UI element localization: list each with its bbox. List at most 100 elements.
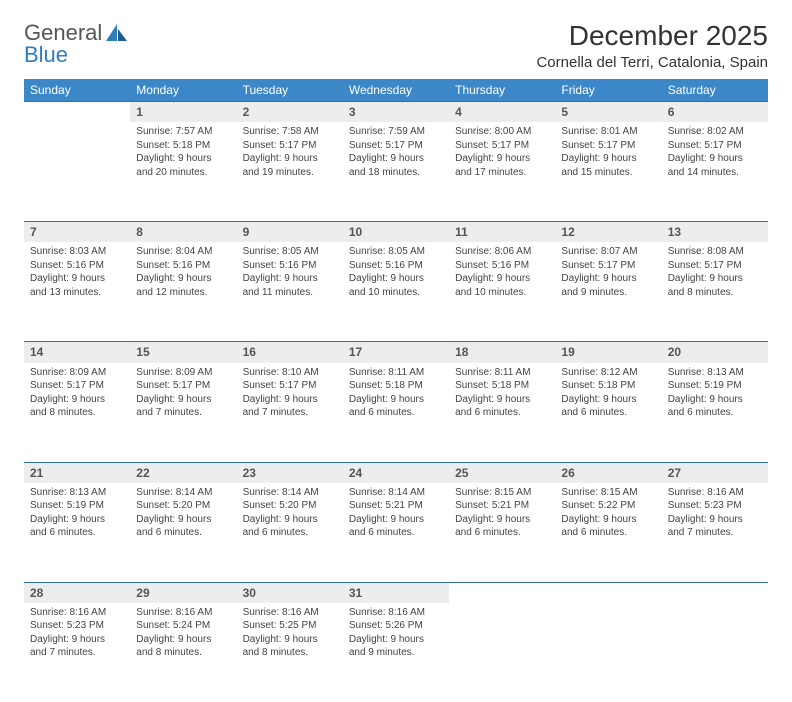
sunrise-text: Sunrise: 8:15 AM bbox=[455, 486, 549, 500]
empty-cell bbox=[662, 603, 768, 702]
calendar-table: SundayMondayTuesdayWednesdayThursdayFrid… bbox=[24, 79, 768, 702]
sunset-text: Sunset: 5:19 PM bbox=[668, 379, 762, 393]
day-number: 15 bbox=[130, 342, 236, 363]
day-number: 11 bbox=[449, 222, 555, 243]
daylight-text: Daylight: 9 hours bbox=[136, 393, 230, 407]
sunset-text: Sunset: 5:17 PM bbox=[668, 259, 762, 273]
daylight-text: and 8 minutes. bbox=[668, 286, 762, 300]
sunrise-text: Sunrise: 8:16 AM bbox=[243, 606, 337, 620]
day-cell: Sunrise: 8:14 AMSunset: 5:20 PMDaylight:… bbox=[130, 483, 236, 583]
day-cell: Sunrise: 8:16 AMSunset: 5:23 PMDaylight:… bbox=[24, 603, 130, 702]
daylight-text: and 9 minutes. bbox=[349, 646, 443, 660]
daylight-text: and 10 minutes. bbox=[349, 286, 443, 300]
sunset-text: Sunset: 5:22 PM bbox=[561, 499, 655, 513]
brand-part2: Blue bbox=[24, 42, 68, 68]
day-cell: Sunrise: 8:09 AMSunset: 5:17 PMDaylight:… bbox=[24, 363, 130, 463]
weekday-header: Sunday bbox=[24, 79, 130, 102]
sunrise-text: Sunrise: 8:11 AM bbox=[349, 366, 443, 380]
day-cell: Sunrise: 8:10 AMSunset: 5:17 PMDaylight:… bbox=[237, 363, 343, 463]
day-cell: Sunrise: 8:08 AMSunset: 5:17 PMDaylight:… bbox=[662, 242, 768, 342]
day-cell: Sunrise: 8:00 AMSunset: 5:17 PMDaylight:… bbox=[449, 122, 555, 222]
daylight-text: Daylight: 9 hours bbox=[455, 152, 549, 166]
day-number: 31 bbox=[343, 582, 449, 603]
daylight-text: and 6 minutes. bbox=[455, 406, 549, 420]
sunset-text: Sunset: 5:23 PM bbox=[668, 499, 762, 513]
sunrise-text: Sunrise: 8:05 AM bbox=[243, 245, 337, 259]
sunrise-text: Sunrise: 8:09 AM bbox=[30, 366, 124, 380]
day-cell: Sunrise: 8:09 AMSunset: 5:17 PMDaylight:… bbox=[130, 363, 236, 463]
daylight-text: and 6 minutes. bbox=[243, 526, 337, 540]
daylight-text: Daylight: 9 hours bbox=[243, 152, 337, 166]
daynum-row: 78910111213 bbox=[24, 222, 768, 243]
day-number: 7 bbox=[24, 222, 130, 243]
daylight-text: and 19 minutes. bbox=[243, 166, 337, 180]
daynum-row: 21222324252627 bbox=[24, 462, 768, 483]
sunset-text: Sunset: 5:16 PM bbox=[136, 259, 230, 273]
sunrise-text: Sunrise: 8:10 AM bbox=[243, 366, 337, 380]
day-number: 2 bbox=[237, 102, 343, 123]
sunrise-text: Sunrise: 8:12 AM bbox=[561, 366, 655, 380]
page-header: General December 2025 Cornella del Terri… bbox=[24, 20, 768, 71]
daylight-text: Daylight: 9 hours bbox=[136, 152, 230, 166]
daylight-text: Daylight: 9 hours bbox=[136, 272, 230, 286]
sunrise-text: Sunrise: 8:15 AM bbox=[561, 486, 655, 500]
weekday-header: Thursday bbox=[449, 79, 555, 102]
daylight-text: Daylight: 9 hours bbox=[455, 393, 549, 407]
daylight-text: and 6 minutes. bbox=[455, 526, 549, 540]
day-cell: Sunrise: 8:16 AMSunset: 5:25 PMDaylight:… bbox=[237, 603, 343, 702]
brand-line2: Blue bbox=[24, 42, 68, 68]
day-cell: Sunrise: 8:16 AMSunset: 5:26 PMDaylight:… bbox=[343, 603, 449, 702]
sunrise-text: Sunrise: 8:06 AM bbox=[455, 245, 549, 259]
sunrise-text: Sunrise: 8:16 AM bbox=[349, 606, 443, 620]
sunset-text: Sunset: 5:23 PM bbox=[30, 619, 124, 633]
sunrise-text: Sunrise: 7:58 AM bbox=[243, 125, 337, 139]
empty-daynum bbox=[662, 582, 768, 603]
day-number: 12 bbox=[555, 222, 661, 243]
sunrise-text: Sunrise: 8:16 AM bbox=[30, 606, 124, 620]
sunrise-text: Sunrise: 8:01 AM bbox=[561, 125, 655, 139]
day-cell: Sunrise: 8:03 AMSunset: 5:16 PMDaylight:… bbox=[24, 242, 130, 342]
sunset-text: Sunset: 5:25 PM bbox=[243, 619, 337, 633]
day-cell: Sunrise: 8:12 AMSunset: 5:18 PMDaylight:… bbox=[555, 363, 661, 463]
sunset-text: Sunset: 5:17 PM bbox=[668, 139, 762, 153]
sunrise-text: Sunrise: 8:04 AM bbox=[136, 245, 230, 259]
day-number: 25 bbox=[449, 462, 555, 483]
day-cell: Sunrise: 8:11 AMSunset: 5:18 PMDaylight:… bbox=[449, 363, 555, 463]
day-cell: Sunrise: 7:58 AMSunset: 5:17 PMDaylight:… bbox=[237, 122, 343, 222]
sunset-text: Sunset: 5:16 PM bbox=[455, 259, 549, 273]
daylight-text: and 9 minutes. bbox=[561, 286, 655, 300]
sunrise-text: Sunrise: 8:14 AM bbox=[349, 486, 443, 500]
daylight-text: and 15 minutes. bbox=[561, 166, 655, 180]
title-block: December 2025 Cornella del Terri, Catalo… bbox=[536, 20, 768, 71]
sunrise-text: Sunrise: 8:14 AM bbox=[243, 486, 337, 500]
day-number: 9 bbox=[237, 222, 343, 243]
daylight-text: Daylight: 9 hours bbox=[243, 393, 337, 407]
sunset-text: Sunset: 5:17 PM bbox=[30, 379, 124, 393]
daylight-text: and 17 minutes. bbox=[455, 166, 549, 180]
sunset-text: Sunset: 5:17 PM bbox=[561, 259, 655, 273]
empty-cell bbox=[24, 122, 130, 222]
daylight-text: Daylight: 9 hours bbox=[561, 513, 655, 527]
daylight-text: and 10 minutes. bbox=[455, 286, 549, 300]
sunset-text: Sunset: 5:16 PM bbox=[243, 259, 337, 273]
day-number: 20 bbox=[662, 342, 768, 363]
sunset-text: Sunset: 5:18 PM bbox=[561, 379, 655, 393]
sunset-text: Sunset: 5:16 PM bbox=[349, 259, 443, 273]
day-number: 26 bbox=[555, 462, 661, 483]
day-number: 16 bbox=[237, 342, 343, 363]
day-cell: Sunrise: 8:14 AMSunset: 5:21 PMDaylight:… bbox=[343, 483, 449, 583]
day-number: 18 bbox=[449, 342, 555, 363]
daylight-text: Daylight: 9 hours bbox=[349, 633, 443, 647]
daylight-text: Daylight: 9 hours bbox=[349, 272, 443, 286]
daylight-text: Daylight: 9 hours bbox=[30, 513, 124, 527]
daylight-text: and 6 minutes. bbox=[561, 526, 655, 540]
sunrise-text: Sunrise: 8:16 AM bbox=[136, 606, 230, 620]
day-number: 3 bbox=[343, 102, 449, 123]
daylight-text: and 6 minutes. bbox=[136, 526, 230, 540]
daylight-text: and 8 minutes. bbox=[30, 406, 124, 420]
daynum-row: 14151617181920 bbox=[24, 342, 768, 363]
daylight-text: and 7 minutes. bbox=[668, 526, 762, 540]
daylight-text: Daylight: 9 hours bbox=[30, 393, 124, 407]
day-number: 14 bbox=[24, 342, 130, 363]
sunrise-text: Sunrise: 7:59 AM bbox=[349, 125, 443, 139]
